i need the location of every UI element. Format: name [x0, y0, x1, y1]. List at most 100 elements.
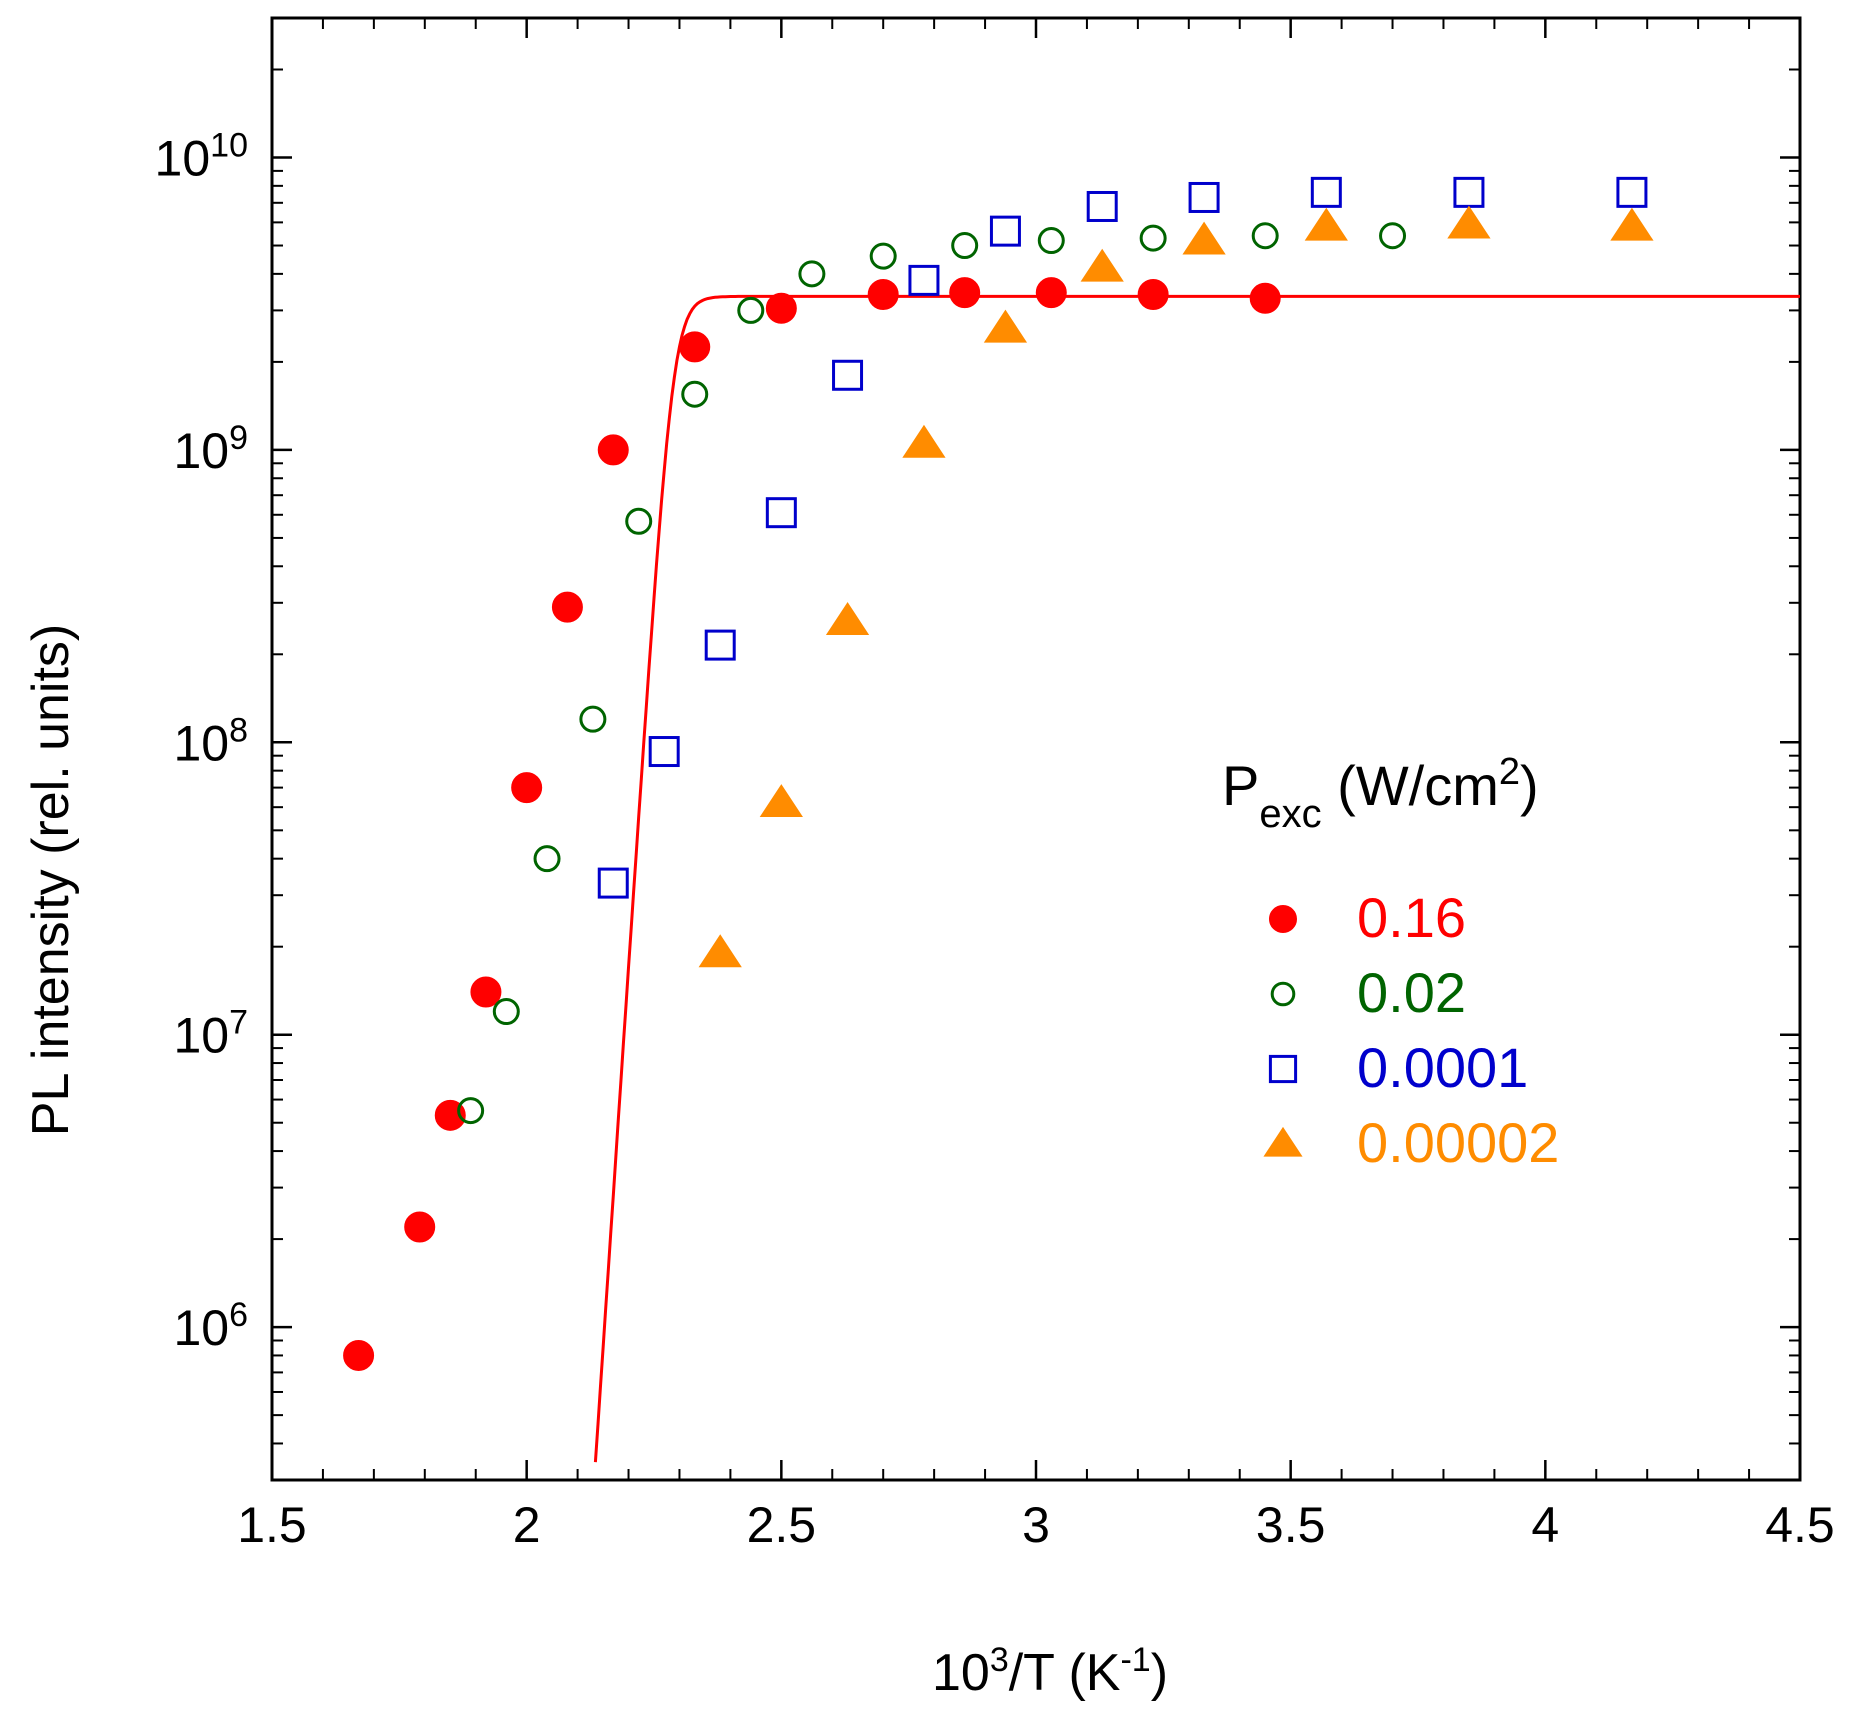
data-point [1139, 224, 1167, 252]
data-point [704, 629, 736, 661]
legend-entry: 0.00002 [1263, 1111, 1559, 1174]
legend-entry: 0.02 [1270, 961, 1466, 1024]
fit-curve-layer [593, 294, 1800, 1463]
y-tick-label: 106 [173, 1296, 248, 1356]
data-point [343, 1339, 375, 1371]
data-points [343, 176, 1654, 1371]
legend-entries: 0.16 0.02 0.0001 0.00002 [1263, 886, 1559, 1174]
data-point [533, 845, 561, 873]
series-0.00002 [698, 205, 1654, 968]
legend-title-rest: (W/cm [1322, 754, 1499, 817]
legend-label: 0.0001 [1357, 1036, 1528, 1099]
x-tick-label: 2 [513, 1497, 541, 1553]
legend-title-end: ) [1520, 754, 1539, 817]
legend-label: 0.02 [1357, 961, 1466, 1024]
x-tick-labels: 1.5 2 2.5 3 3.5 4 4.5 [237, 1497, 1835, 1553]
legend-title: Pexc (W/cm2) [1222, 751, 1539, 836]
data-point [579, 705, 607, 733]
y-tick-label: 109 [173, 419, 248, 479]
data-point [908, 264, 940, 296]
data-point [765, 497, 797, 529]
x-tick-label: 3.5 [1256, 1497, 1326, 1553]
y-tick-label: 107 [173, 1004, 248, 1064]
data-point [1035, 277, 1067, 309]
y-tick-label: 108 [173, 711, 248, 771]
data-point [1137, 279, 1169, 311]
x-tick-label: 3 [1022, 1497, 1050, 1553]
data-point [951, 232, 979, 260]
x-tick-label: 1.5 [237, 1497, 307, 1553]
data-point [648, 736, 680, 768]
data-point [470, 976, 502, 1008]
x-axis-title-base: 10 [932, 1644, 990, 1702]
data-point [1251, 222, 1279, 250]
data-point [597, 867, 629, 899]
x-axis-title-sup: 3 [990, 1641, 1009, 1679]
legend-label: 0.00002 [1357, 1111, 1559, 1174]
x-tick-label: 4.5 [1765, 1497, 1835, 1553]
data-point [1188, 181, 1220, 213]
data-point [989, 215, 1021, 247]
data-point [1037, 227, 1065, 255]
data-point [737, 296, 765, 324]
data-point [1304, 207, 1348, 241]
y-tick-labels: 106 107 108 109 1010 [155, 127, 248, 1357]
data-point [759, 784, 803, 818]
plot-frame [270, 16, 1802, 1482]
data-point [1080, 248, 1124, 282]
data-point [551, 591, 583, 623]
data-point [832, 359, 864, 391]
fit-curve [593, 294, 1800, 1463]
data-point [902, 424, 946, 458]
data-point [511, 772, 543, 804]
data-point [949, 277, 981, 309]
legend-marker [1268, 1054, 1298, 1084]
data-point [1182, 221, 1226, 255]
axis-ticks [270, 17, 1802, 1481]
y-axis-title: PL intensity (rel. units) [22, 624, 80, 1136]
data-point [625, 507, 653, 535]
series-0.16 [343, 277, 1281, 1371]
x-axis-title-sup2: -1 [1120, 1641, 1150, 1679]
data-point [1379, 222, 1407, 250]
data-point [1447, 205, 1491, 239]
data-point [1310, 176, 1342, 208]
data-point [597, 434, 629, 466]
data-point [1086, 190, 1118, 222]
data-point [867, 279, 899, 311]
data-point [457, 1097, 485, 1125]
data-point [983, 309, 1028, 343]
data-point [798, 260, 826, 288]
legend-title-sup: 2 [1499, 751, 1520, 793]
series-0.02 [457, 222, 1407, 1125]
legend-marker [1270, 981, 1296, 1007]
data-point [825, 602, 870, 635]
legend-label: 0.16 [1357, 886, 1466, 949]
data-point [492, 998, 520, 1026]
y-tick-label: 1010 [155, 127, 248, 187]
legend-marker [1263, 1126, 1303, 1157]
legend-marker [1269, 905, 1297, 933]
data-point [679, 331, 711, 363]
data-point [681, 380, 709, 408]
x-axis-title: 103/T (K-1) [932, 1641, 1168, 1702]
legend-entry: 0.0001 [1268, 1036, 1528, 1099]
x-axis-title-end: ) [1151, 1644, 1168, 1702]
data-point [1610, 207, 1654, 241]
data-point [404, 1211, 436, 1243]
data-point [698, 934, 742, 968]
series-0.0001 [597, 176, 1648, 899]
legend-title-sub: exc [1259, 792, 1321, 836]
legend-title-main: P [1222, 754, 1259, 817]
x-axis-title-mid: /T (K [1009, 1644, 1121, 1702]
legend: Pexc (W/cm2) 0.16 0.02 0.0001 0.00002 [1222, 751, 1559, 1174]
legend-entry: 0.16 [1269, 886, 1466, 949]
data-point [1249, 282, 1281, 314]
data-point [1453, 176, 1485, 208]
x-tick-label: 2.5 [747, 1497, 817, 1553]
data-point [1616, 176, 1648, 208]
data-point [869, 242, 897, 270]
data-point [765, 292, 797, 324]
x-tick-label: 4 [1531, 1497, 1559, 1553]
